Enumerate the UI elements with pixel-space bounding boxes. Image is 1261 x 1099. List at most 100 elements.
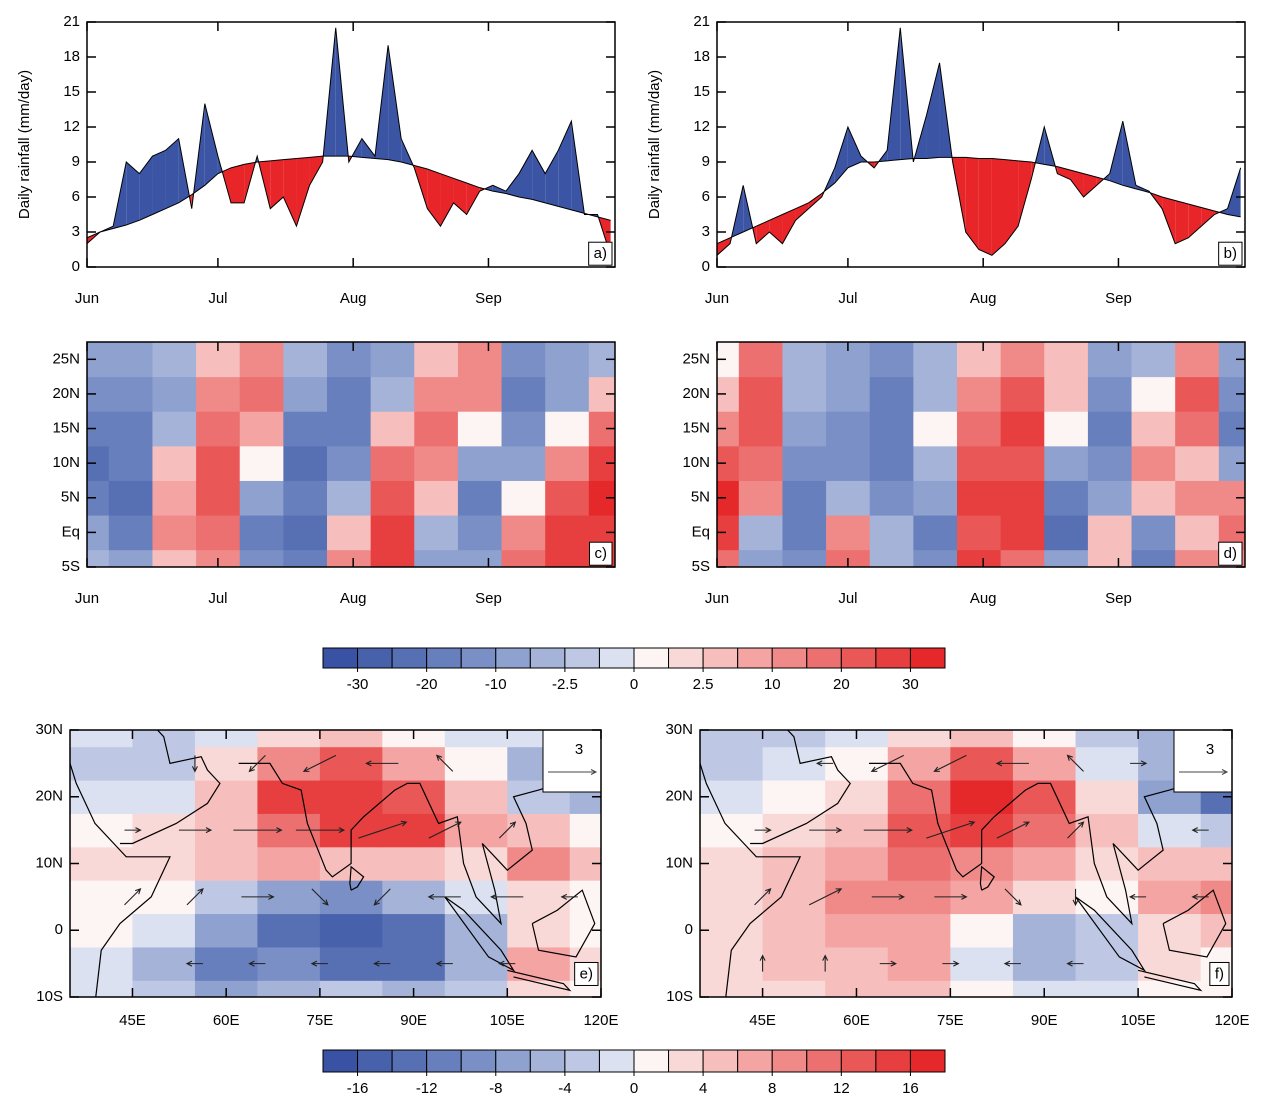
heat-cell	[1075, 846, 1139, 881]
y-tick-label: Eq	[62, 523, 80, 540]
wind-vector	[822, 954, 829, 972]
anomaly-fill	[1162, 197, 1176, 244]
heat-cell	[283, 445, 328, 481]
colorbar-box	[426, 647, 462, 669]
y-tick-label: 0	[72, 258, 80, 275]
y-tick-label: 30N	[665, 721, 693, 738]
heat-cell	[444, 746, 508, 781]
heat-cell	[457, 376, 503, 412]
x-tick-label: Jul	[208, 590, 227, 607]
heat-cell	[825, 946, 889, 981]
anomaly-fill	[126, 162, 140, 225]
y-tick-label: 10N	[52, 454, 80, 471]
heat-cell	[782, 515, 827, 551]
colorbar-label: 0	[630, 676, 638, 693]
heat-cell	[501, 342, 546, 378]
heat-cell	[950, 780, 1014, 814]
heat-cell	[738, 445, 783, 481]
anomaly-fill	[965, 157, 979, 250]
heat-cell	[414, 376, 459, 412]
colorbar-box	[806, 647, 842, 669]
wind-vector	[754, 827, 772, 834]
heat-cell	[283, 411, 328, 447]
y-tick-label: 15	[63, 83, 80, 100]
heat-cell	[283, 480, 328, 516]
heat-cell	[370, 445, 415, 481]
heat-cell	[152, 411, 197, 447]
wind-vector	[1066, 960, 1084, 967]
coastline	[979, 865, 995, 891]
heat-cell	[717, 342, 740, 378]
heat-cell	[1000, 445, 1045, 481]
y-tick-label: 20N	[35, 788, 63, 805]
wind-vector	[1130, 760, 1148, 767]
anomaly-fill	[795, 202, 809, 221]
heat-cell	[700, 780, 764, 814]
wind-vector	[1003, 960, 1021, 967]
heat-cell	[457, 549, 503, 567]
heat-cell	[327, 549, 372, 567]
heat-cell	[457, 515, 503, 551]
colorbar-box	[460, 647, 497, 669]
heat-cell	[1131, 376, 1176, 412]
ref-vector-box	[542, 729, 602, 793]
heat-cell	[414, 549, 459, 567]
wind-vector	[124, 888, 142, 906]
y-tick-label: 20N	[665, 788, 693, 805]
heat-cell	[87, 342, 110, 378]
heat-cell	[152, 480, 197, 516]
heat-cell	[132, 880, 196, 915]
anomaly-fill	[834, 127, 848, 183]
heat-cell	[1131, 515, 1176, 551]
plot-frame	[716, 341, 1246, 568]
heat-cell	[913, 549, 958, 567]
heat-cell	[1131, 411, 1176, 447]
heat-cell	[1000, 342, 1045, 378]
heat-cell	[825, 913, 889, 948]
heat-cell	[1200, 880, 1232, 915]
x-tick-label: Aug	[340, 290, 367, 307]
heat-cell	[1131, 445, 1176, 481]
heat-cell	[457, 342, 503, 378]
wind-vector	[490, 893, 524, 900]
colorbar-box	[357, 1049, 393, 1073]
colorbar-label: 30	[902, 676, 919, 693]
wind-vector	[754, 888, 772, 906]
heat-cell	[108, 549, 153, 567]
heat-cell	[196, 411, 241, 447]
heat-cell	[444, 730, 508, 748]
heat-cell	[444, 780, 508, 814]
heat-cell	[501, 515, 546, 551]
anomaly-fill	[782, 208, 796, 244]
heat-cell	[1000, 480, 1045, 516]
wind-vector	[1191, 827, 1209, 834]
y-tick-label: 15	[693, 83, 710, 100]
coastline	[531, 889, 596, 958]
anomaly-fill	[1109, 121, 1123, 186]
x-tick-label: Sep	[1105, 290, 1132, 307]
heat-cell	[414, 480, 459, 516]
ref-vector	[548, 769, 598, 775]
y-tick-label: 15N	[682, 420, 710, 437]
heat-cell	[717, 480, 740, 516]
heat-cell	[545, 376, 590, 412]
heat-cell	[1000, 515, 1045, 551]
wind-vector	[1072, 888, 1079, 907]
heat-cell	[87, 411, 110, 447]
x-tick-label: Jul	[838, 290, 857, 307]
anomaly-fill	[717, 237, 731, 256]
heat-cell	[545, 342, 590, 378]
heat-cell	[327, 445, 372, 481]
wind-vector	[233, 827, 283, 834]
coastline	[1075, 896, 1147, 972]
colorbar-label: -4	[558, 1080, 571, 1097]
heat-cell	[239, 445, 284, 481]
heat-cell	[382, 813, 446, 848]
y-tick-label: 0	[55, 921, 63, 938]
heat-cell	[108, 376, 153, 412]
heat-cell	[700, 730, 764, 748]
heat-cell	[196, 445, 241, 481]
wind-vector	[995, 760, 1029, 767]
heat-cell	[1087, 515, 1133, 551]
anomaly-fill	[558, 121, 572, 210]
